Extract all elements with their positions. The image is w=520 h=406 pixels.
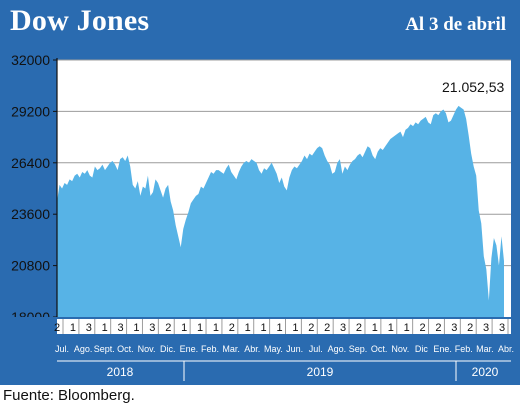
y-tick-label: 32000	[11, 52, 50, 68]
month-label: Feb.	[455, 344, 473, 354]
month-label: Jul.	[55, 344, 69, 354]
week-number: 3	[149, 322, 155, 334]
week-number: 1	[133, 322, 139, 334]
month-label: Dic.	[160, 344, 176, 354]
week-number: 2	[356, 322, 362, 334]
month-label: Abr.	[498, 344, 514, 354]
month-label: Nov.	[138, 344, 156, 354]
month-label: Jul.	[309, 344, 323, 354]
week-number: 2	[54, 322, 60, 334]
month-label: Ago.	[74, 344, 93, 354]
y-tick-label: 23600	[11, 206, 50, 222]
week-number: 1	[404, 322, 410, 334]
week-number: 1	[181, 322, 187, 334]
area-chart: 320002920026400236002080018000 213131321…	[11, 52, 515, 381]
week-number: 1	[388, 322, 394, 334]
month-label: Sept.	[94, 344, 115, 354]
week-number: 1	[261, 322, 267, 334]
y-axis: 320002920026400236002080018000	[11, 52, 58, 325]
week-number-strip	[57, 319, 511, 334]
month-label: Nov.	[391, 344, 409, 354]
y-tick-label: 20800	[11, 258, 50, 274]
last-value-annotation: 21.052,53	[442, 79, 504, 95]
week-number: 3	[86, 322, 92, 334]
week-number: 2	[308, 322, 314, 334]
week-number: 2	[165, 322, 171, 334]
chart-title: Dow Jones	[10, 4, 150, 37]
week-number: 1	[102, 322, 108, 334]
week-number: 3	[340, 322, 346, 334]
week-number: 2	[324, 322, 330, 334]
week-number: 1	[197, 322, 203, 334]
month-label: Abr.	[244, 344, 260, 354]
week-number: 3	[483, 322, 489, 334]
week-number: 1	[70, 322, 76, 334]
source-note: Fuente: Bloomberg.	[3, 387, 135, 404]
month-label: Ene.	[180, 344, 199, 354]
area-series	[57, 105, 504, 317]
year-label: 2018	[107, 365, 134, 379]
week-number: 1	[213, 322, 219, 334]
month-label: Oct.	[371, 344, 388, 354]
month-label: Feb.	[201, 344, 219, 354]
month-label: Jun.	[286, 344, 303, 354]
week-number: 1	[372, 322, 378, 334]
week-number: 3	[118, 322, 124, 334]
month-label: Mar.	[222, 344, 240, 354]
week-number: 1	[245, 322, 251, 334]
month-label: Oct.	[117, 344, 134, 354]
week-number: 2	[229, 322, 235, 334]
month-label: May.	[264, 344, 283, 354]
week-number: 3	[451, 322, 457, 334]
month-label: Ago.	[328, 344, 347, 354]
month-label: Dic	[415, 344, 428, 354]
week-number: 2	[435, 322, 441, 334]
month-label: Mar.	[476, 344, 494, 354]
week-number: 1	[292, 322, 298, 334]
y-tick-label: 29200	[11, 103, 50, 119]
week-number: 3	[499, 322, 505, 334]
month-label: Sep.	[349, 344, 368, 354]
chart-date: Al 3 de abril	[405, 14, 506, 35]
week-number: 2	[467, 322, 473, 334]
week-number: 2	[419, 322, 425, 334]
y-tick-label: 26400	[11, 155, 50, 171]
year-label: 2020	[472, 365, 499, 379]
month-label: Ene.	[433, 344, 452, 354]
week-number: 1	[276, 322, 282, 334]
year-label: 2019	[307, 365, 334, 379]
